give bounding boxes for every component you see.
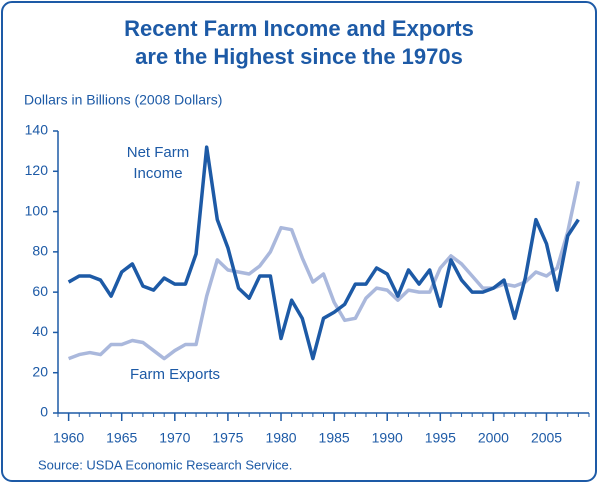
x-tick-label: 1975 [212,430,243,446]
series-label: Farm Exports [130,366,220,383]
series-line [67,180,581,361]
x-tick-label: 1980 [265,430,296,446]
y-tick-label: 20 [32,363,48,379]
y-tick-label: 140 [25,122,49,138]
x-tick-label: 2005 [531,430,562,446]
series-line [67,145,580,361]
y-tick-label: 40 [32,323,48,339]
x-tick-label: 1995 [425,430,456,446]
source: Source: USDA Economic Research Service. [38,457,292,472]
chart-title: are the Highest since the 1970s [135,44,463,69]
x-tick-label: 1965 [106,430,137,446]
y-axis-label: Dollars in Billions (2008 Dollars) [24,92,222,108]
x-tick-label: 1970 [159,430,190,446]
x-tick-label: 2000 [478,430,509,446]
x-tick-label: 1990 [372,430,403,446]
x-tick-label: 1985 [319,430,350,446]
x-tick-label: 1960 [53,430,84,446]
y-tick-label: 60 [32,283,48,299]
chart-title: Recent Farm Income and Exports [124,16,474,41]
y-tick-label: 80 [32,243,48,259]
series-label: Income [133,165,182,182]
y-tick-label: 100 [25,202,49,218]
series-label: Net Farm [127,144,190,161]
y-tick-label: 0 [40,404,48,420]
y-tick-label: 120 [25,162,49,178]
